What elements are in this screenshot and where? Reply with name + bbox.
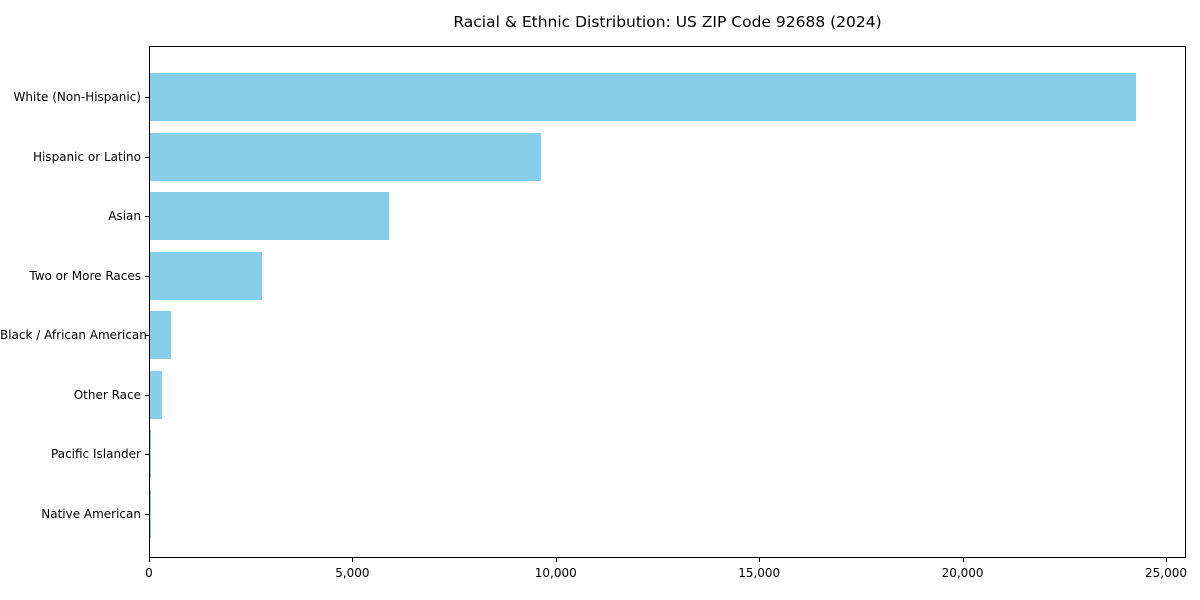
xtick-mark	[555, 558, 557, 562]
bar-asian	[150, 192, 390, 241]
xtick-mark	[962, 558, 964, 562]
bar-black-african-american	[150, 311, 171, 360]
ytick-mark	[145, 156, 149, 158]
bar-other-race	[150, 370, 162, 419]
bar-pacific-islander	[150, 430, 152, 479]
ytick-mark	[145, 275, 149, 277]
xtick-label-15000: 15,000	[738, 566, 781, 580]
xtick-label-20000: 20,000	[941, 566, 984, 580]
ytick-label-hispanic-or-latino: Hispanic or Latino	[32, 149, 141, 164]
plot-area	[149, 46, 1186, 558]
chart-title: Racial & Ethnic Distribution: US ZIP Cod…	[453, 13, 882, 31]
xtick-mark	[352, 558, 354, 562]
ytick-mark	[145, 454, 149, 456]
ytick-label-black-african-american: Black / African American	[0, 328, 147, 343]
ytick-label-two-or-more-races: Two or More Races	[29, 268, 141, 283]
ytick-label-other-race: Other Race	[73, 387, 141, 402]
ytick-label-native-american: Native American	[41, 506, 141, 521]
ytick-mark	[145, 394, 149, 396]
ytick-mark	[145, 216, 149, 218]
ytick-mark	[145, 513, 149, 515]
xtick-mark	[759, 558, 761, 562]
xtick-label-0: 0	[145, 566, 153, 580]
bar-two-or-more-races	[150, 251, 262, 300]
bar-white-non-hispanic	[150, 73, 1137, 121]
ytick-label-pacific-islander: Pacific Islander	[51, 447, 141, 462]
ytick-mark	[145, 97, 149, 98]
ytick-label-white-non-hispanic: White (Non-Hispanic)	[13, 90, 141, 104]
xtick-label-10000: 10,000	[534, 566, 577, 580]
ytick-label-asian: Asian	[108, 209, 141, 224]
ytick-mark	[145, 335, 149, 337]
xtick-mark	[149, 558, 150, 562]
bar-hispanic-or-latino	[150, 132, 541, 181]
xtick-label-5000: 5,000	[335, 566, 370, 580]
xtick-mark	[1165, 558, 1167, 562]
xtick-label-25000: 25,000	[1144, 566, 1187, 580]
